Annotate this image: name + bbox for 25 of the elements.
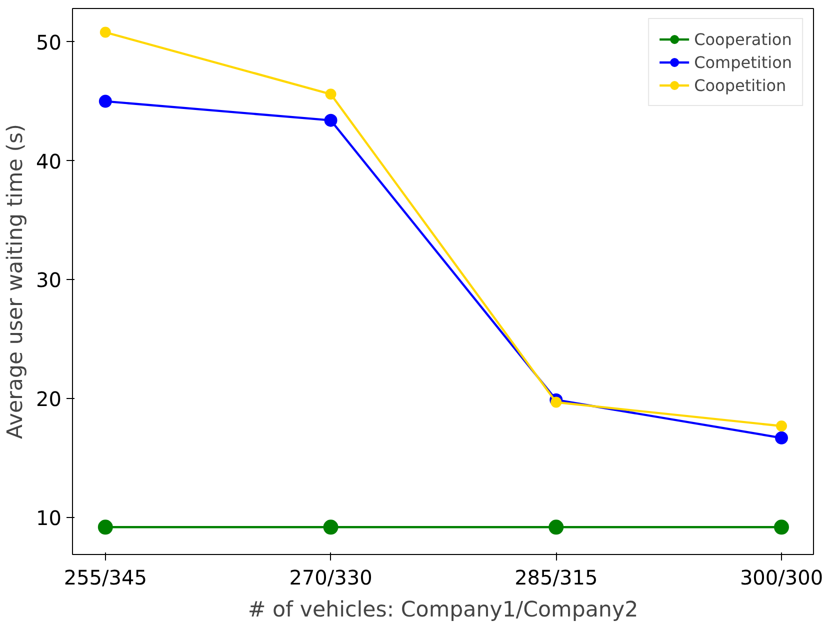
x-tick-label: 300/300 bbox=[740, 566, 824, 590]
point bbox=[100, 26, 111, 38]
point bbox=[775, 431, 788, 444]
x-axis-title: # of vehicles: Company1/Company2 bbox=[248, 598, 638, 622]
x-tick-label: 285/315 bbox=[514, 566, 598, 590]
point bbox=[550, 396, 562, 408]
x-tick-label: 255/345 bbox=[64, 566, 147, 590]
y-tick-label: 30 bbox=[36, 268, 62, 292]
y-tick-label: 50 bbox=[36, 30, 62, 54]
point bbox=[98, 520, 113, 535]
x-tick-label: 270/330 bbox=[289, 566, 372, 590]
legend-label: Cooperation bbox=[694, 30, 792, 48]
y-tick-label: 20 bbox=[36, 387, 62, 412]
y-axis-title: Average user waiting time (s) bbox=[3, 124, 28, 439]
point bbox=[548, 520, 564, 535]
point bbox=[324, 114, 338, 127]
y-tick-label: 40 bbox=[36, 149, 62, 174]
point bbox=[323, 520, 338, 535]
y-tick-label: 10 bbox=[36, 506, 62, 530]
legend-label: Competition bbox=[694, 52, 792, 72]
legend-label: Coopetition bbox=[694, 76, 786, 94]
point bbox=[98, 94, 112, 108]
point bbox=[774, 520, 789, 535]
point bbox=[325, 88, 336, 100]
point bbox=[776, 420, 787, 432]
